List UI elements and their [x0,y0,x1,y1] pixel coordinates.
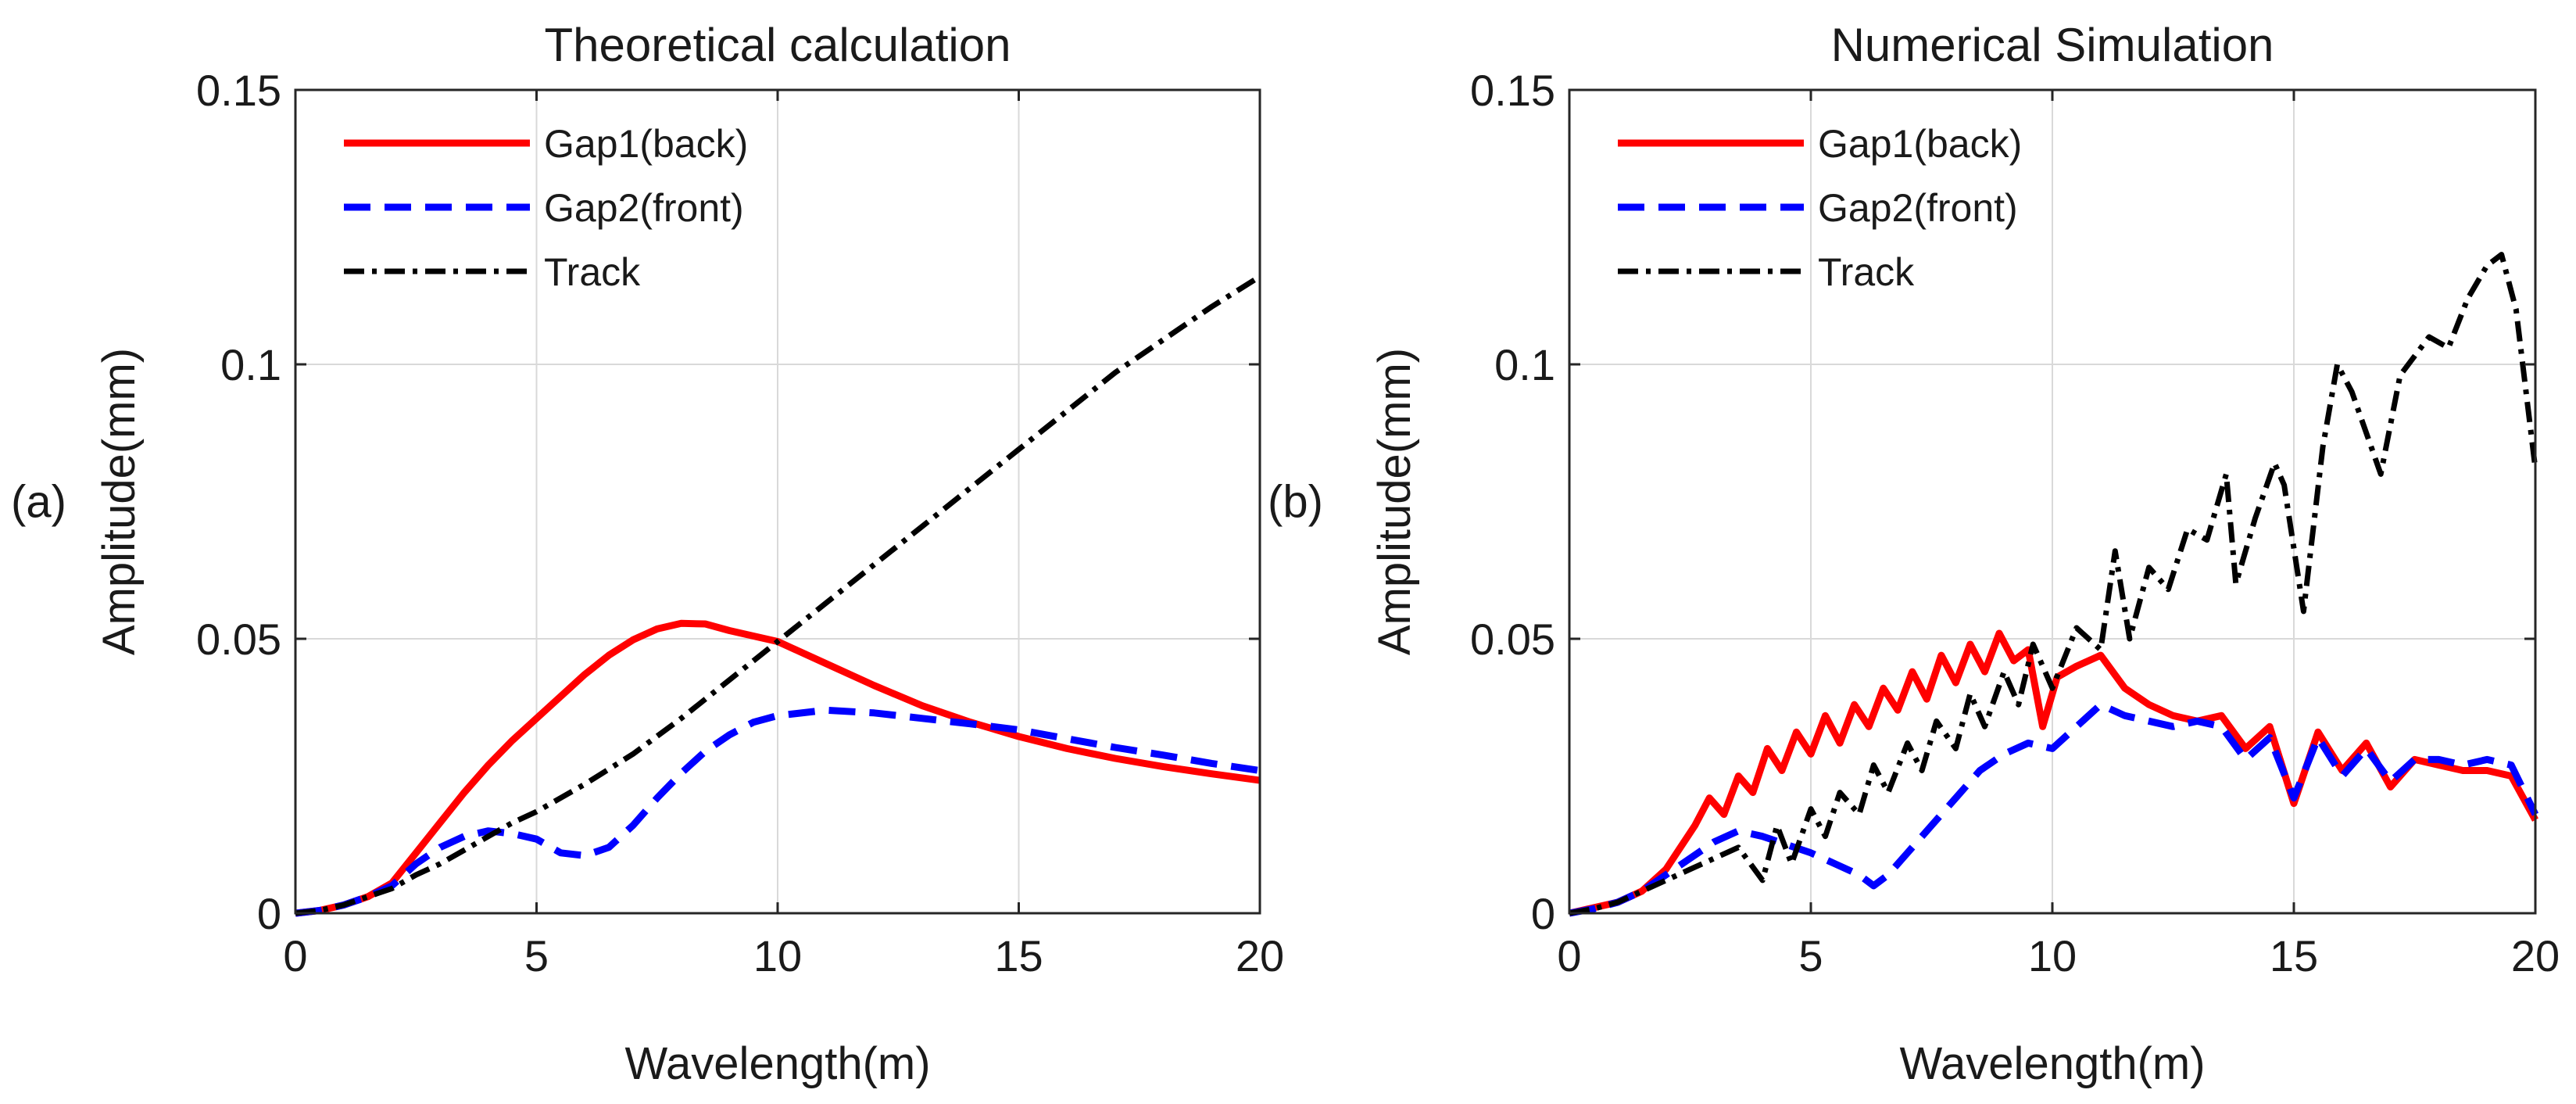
panel-b-series [1569,252,2539,917]
panel-a-x-tick-label: 15 [994,931,1043,980]
panel-a-x-tick-label: 10 [753,931,802,980]
panel-b-legend: Gap1(back) Gap2(front) Track [1618,122,2022,294]
panel-a-y-tick-label: 0.1 [220,340,281,389]
panel-a-x-tick-label: 0 [283,931,307,980]
panel-b-legend-label: Gap2(front) [1818,186,2018,230]
panel-a-legend-label: Gap1(back) [544,122,748,166]
panel-b-label: (b) [1268,477,1323,528]
panel-a-title: Theoretical calculation [545,19,1011,71]
panel-a-x-tick-label: 20 [1236,931,1284,980]
panel-b-chart: 0 5 10 15 20 0 0.05 0.1 0.15 Numerical Simulatio… [1268,19,2560,1089]
panel-b-series-line-gap2-front- [1569,701,2539,917]
panel-a-x-tick-label: 5 [524,931,549,980]
panel-a-series [295,274,1261,917]
panel-b-x-axis-label: Wavelength(m) [1899,1038,2205,1089]
panel-a-label: (a) [11,477,66,528]
panel-b-title: Numerical Simulation [1831,19,2274,71]
panel-a-ticks: 0 5 10 15 20 0 0.05 0.1 0.15 [196,66,1284,980]
panel-b-y-tick-label: 0 [1531,889,1555,938]
panel-b-legend-label: Gap1(back) [1818,122,2022,166]
panel-b-x-tick-label: 5 [1798,931,1823,980]
panel-a-chart: 0 5 10 15 20 0 0.05 0.1 0.15 Theoretical calcula… [11,19,1284,1089]
panel-a-legend: Gap1(back) Gap2(front) Track [344,122,748,294]
panel-a-y-tick-label: 0.15 [196,66,281,115]
panel-b-y-tick-label: 0.15 [1470,66,1555,115]
panel-a-legend-label: Gap2(front) [544,186,744,230]
panel-a-series-line-gap1-back- [295,619,1261,917]
panel-b-legend-label: Track [1818,250,1915,294]
panel-b-x-tick-label: 20 [2511,931,2560,980]
panel-a-grid [295,90,1260,913]
panel-a-y-tick-label: 0 [257,889,281,938]
panel-a-x-axis-label: Wavelength(m) [624,1038,930,1089]
panel-b-x-tick-label: 10 [2028,931,2077,980]
panel-b-y-axis-label: Amplitude(mm) [1369,348,1420,655]
panel-b-grid [1569,90,2535,913]
panel-a-y-tick-label: 0.05 [196,615,281,664]
panel-b-y-tick-label: 0.05 [1470,615,1555,664]
panel-a-y-axis-label: Amplitude(mm) [94,348,145,655]
panel-b-x-tick-label: 15 [2270,931,2318,980]
panel-a-series-line-gap2-front- [295,706,1261,917]
panel-b-y-tick-label: 0.1 [1494,340,1555,389]
panel-b-x-tick-label: 0 [1557,931,1581,980]
panel-b-series-line-track [1569,252,2538,916]
panel-b-ticks: 0 5 10 15 20 0 0.05 0.1 0.15 [1470,66,2560,980]
panel-a-legend-label: Track [544,250,641,294]
